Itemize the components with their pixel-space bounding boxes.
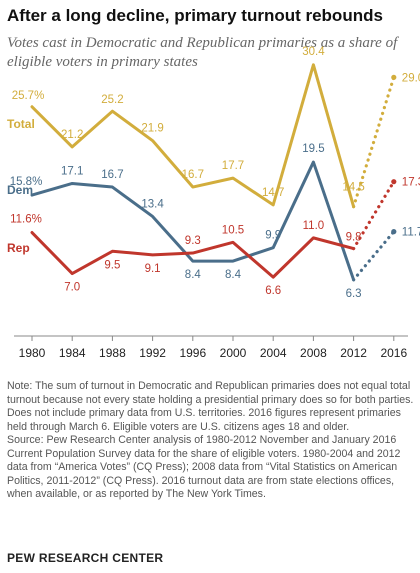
data-label-total: 25.7% — [12, 90, 45, 102]
line-chart: 1980 1984 1988 1992 1996 2000 2004 2008 2012 2016… — [7, 46, 420, 360]
data-label-rep: 9.3 — [185, 235, 201, 247]
data-label-rep: 6.6 — [265, 285, 281, 297]
data-label-total: 17.7 — [222, 160, 244, 172]
series-end-point-total — [391, 74, 397, 80]
data-label-dem: 9.9 — [265, 230, 281, 242]
series-line-rep — [30, 231, 356, 279]
data-label-total: 30.4 — [302, 46, 325, 58]
data-label-rep: 11.6% — [10, 214, 42, 226]
series-dotted-segment-total — [352, 75, 396, 209]
data-label-rep: 9.1 — [145, 263, 161, 275]
data-label-dem: 13.4 — [141, 198, 164, 210]
data-label-total: 14.5 — [342, 182, 364, 194]
data-label-dem: 17.1 — [61, 165, 83, 177]
note-text: Note: The sum of turnout in Democratic a… — [7, 380, 414, 433]
data-label-total: 14.7 — [262, 187, 284, 199]
notes-block: Note: The sum of turnout in Democratic a… — [7, 380, 415, 502]
data-label-dem: 8.4 — [185, 269, 202, 281]
data-label-dem: 15.8% — [10, 176, 43, 188]
chart-subtitle: Votes cast in Democratic and Republican … — [7, 35, 398, 70]
x-tick-label: 2012 — [340, 346, 367, 360]
data-label-rep: 11.0 — [303, 220, 325, 232]
x-tick-label: 2000 — [220, 346, 247, 360]
data-label-rep: 9.5 — [104, 259, 120, 271]
series-dotted-segment-dem — [352, 230, 396, 282]
data-label-total: 29.0 — [402, 72, 420, 84]
series-end-point-dem — [391, 229, 397, 235]
data-label-total: 21.9 — [141, 123, 163, 135]
data-label-rep: 7.0 — [64, 282, 80, 294]
series-name-rep: Rep — [7, 241, 30, 255]
data-label-rep: 17.3 — [402, 177, 420, 189]
x-tick-label: 1980 — [19, 346, 46, 360]
x-tick-label: 1984 — [59, 346, 86, 360]
source-text: Source: Pew Research Center analysis of … — [7, 434, 401, 501]
data-label-rep: 9.8 — [346, 232, 362, 244]
x-tick-label: 1996 — [179, 346, 206, 360]
data-label-dem: 19.5 — [302, 143, 324, 155]
series-line-total — [30, 63, 356, 209]
chart-title: After a long decline, primary turnout re… — [7, 6, 383, 25]
series-name-dem: Dem — [7, 183, 33, 197]
data-label-dem: 6.3 — [346, 288, 362, 300]
data-label-dem: 16.7 — [101, 169, 123, 181]
x-tick-label: 1988 — [99, 346, 126, 360]
data-label-total: 25.2 — [101, 94, 123, 106]
series-end-point-rep — [391, 179, 397, 185]
data-label-total: 16.7 — [182, 169, 204, 181]
series-line-dem — [30, 160, 356, 282]
x-tick-label: 2008 — [300, 346, 327, 360]
series-name-total: Total — [7, 117, 35, 131]
series-dotted-segment-rep — [352, 180, 396, 251]
data-label-dem: 8.4 — [225, 269, 242, 281]
x-tick-label: 2016 — [380, 346, 407, 360]
footer-credit: PEW RESEARCH CENTER — [7, 551, 164, 565]
x-tick-label: 1992 — [139, 346, 166, 360]
data-label-total: 21.2 — [61, 129, 83, 141]
data-label-rep: 10.5 — [222, 224, 244, 236]
data-label-dem: 11.7 — [402, 227, 420, 239]
x-tick-label: 2004 — [260, 346, 287, 360]
